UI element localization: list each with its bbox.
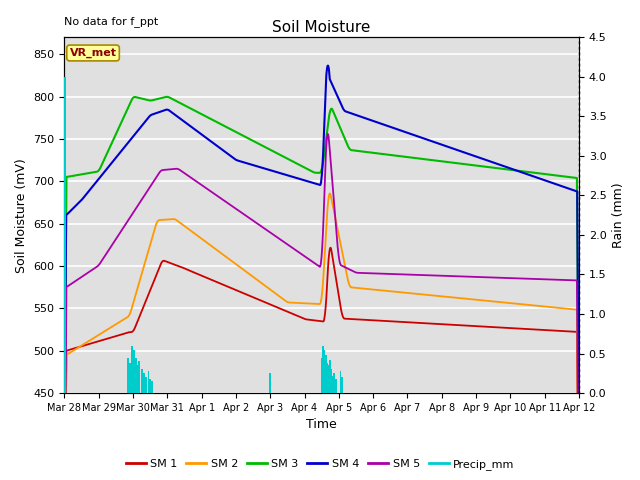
Bar xyxy=(269,373,271,393)
Bar xyxy=(325,355,327,393)
Title: Soil Moisture: Soil Moisture xyxy=(273,20,371,35)
Bar xyxy=(328,365,330,393)
Y-axis label: Rain (mm): Rain (mm) xyxy=(612,182,625,248)
Bar xyxy=(131,346,133,393)
Bar xyxy=(138,361,140,393)
Bar xyxy=(321,358,323,393)
Bar xyxy=(330,370,332,393)
Bar xyxy=(149,379,151,393)
Bar xyxy=(127,358,129,393)
Bar xyxy=(323,349,325,393)
Text: No data for f_ppt: No data for f_ppt xyxy=(65,16,159,27)
Bar xyxy=(332,376,333,393)
Bar xyxy=(335,379,337,393)
Legend: SM 1, SM 2, SM 3, SM 4, SM 5, Precip_mm: SM 1, SM 2, SM 3, SM 4, SM 5, Precip_mm xyxy=(121,455,519,474)
Bar xyxy=(141,370,143,393)
Bar xyxy=(135,358,137,393)
Bar xyxy=(151,381,153,393)
Y-axis label: Soil Moisture (mV): Soil Moisture (mV) xyxy=(15,158,28,273)
Bar xyxy=(143,373,145,393)
Bar xyxy=(333,373,335,393)
X-axis label: Time: Time xyxy=(307,419,337,432)
Bar xyxy=(145,377,147,393)
Bar xyxy=(341,377,343,393)
Bar xyxy=(136,365,138,393)
Bar xyxy=(64,77,66,393)
Bar xyxy=(129,363,131,393)
Bar xyxy=(147,371,149,393)
Bar xyxy=(329,360,331,393)
Bar xyxy=(132,349,134,393)
Bar xyxy=(340,371,342,393)
Bar xyxy=(326,363,328,393)
Text: VR_met: VR_met xyxy=(70,48,116,58)
Bar xyxy=(322,346,324,393)
